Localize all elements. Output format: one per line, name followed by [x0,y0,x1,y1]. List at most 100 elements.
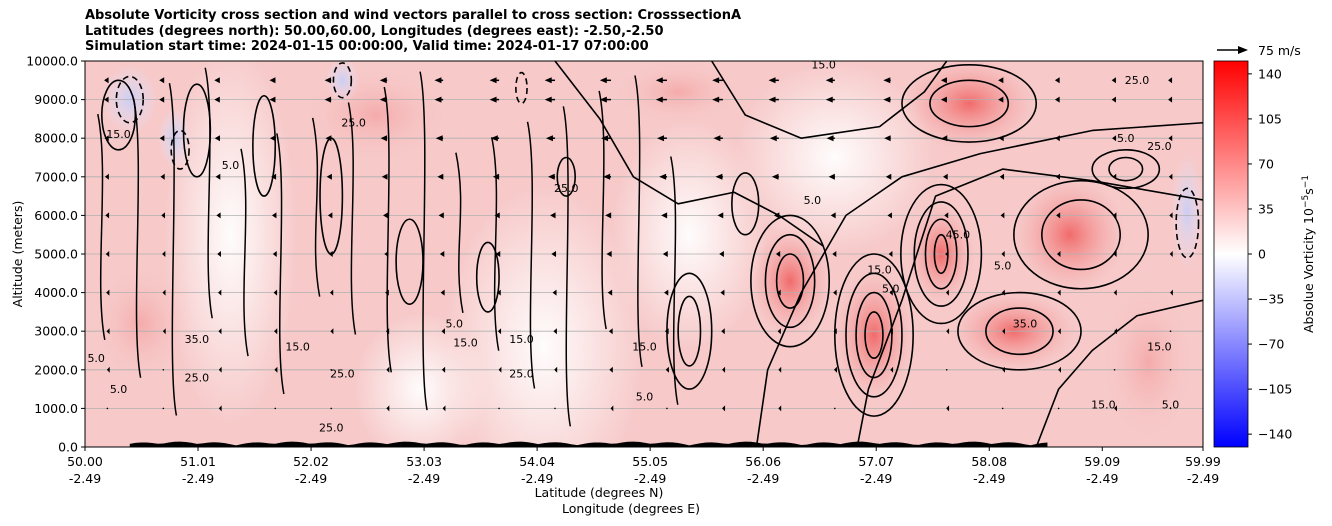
wind-vector [941,135,948,142]
wind-vector [218,289,222,296]
y-tick-label: 5000.0 [34,247,78,262]
wind-vector [1111,96,1116,103]
wind-vector [439,251,445,257]
wind-vector [435,135,444,142]
wind-vector [664,328,669,335]
wind-vector [1112,173,1117,180]
wind-vector [1001,407,1004,410]
wind-vector-head [1057,328,1061,335]
vorticity-patch [1013,176,1126,293]
wind-vector [330,407,333,410]
wind-vector-head [945,251,949,257]
wind-vector [1055,173,1060,180]
wind-vector-head [553,328,557,335]
wind-vector-head [769,135,777,142]
wind-vector-head [329,289,334,296]
contour-line [1108,156,1144,182]
wind-vector [769,135,779,142]
vorticity-field [85,61,1203,447]
wind-vector [825,77,835,84]
wind-vector-head [1056,212,1061,219]
contour-line [677,295,702,367]
wind-vector-head [544,77,552,84]
terrain [129,441,1048,447]
contour-line [332,62,353,99]
wind-vector-head [271,173,277,180]
vorticity-patch [734,61,936,254]
wind-vector [326,173,332,180]
wind-vector-head [269,77,276,84]
wind-vector [104,77,109,84]
contour-line [864,311,884,360]
wind-vector-head [545,135,553,142]
wind-vector-head [105,212,110,219]
title-line-2: Latitudes (degrees north): 50.00,60.00, … [85,23,664,39]
wind-vector-head [1002,366,1006,373]
wind-vector-head [161,212,166,219]
wind-vector [104,135,109,142]
wind-vector-head [159,96,165,103]
wind-vector [998,96,1004,103]
contour-line [276,133,285,395]
wind-vector [385,289,389,296]
wind-vector [269,96,276,103]
wind-vector [768,96,779,103]
contour-label: 15.0 [509,333,534,346]
wind-vector [607,289,613,296]
wind-vector-head [832,251,837,257]
contour-label: 5.0 [110,383,128,396]
quiver-key: 75 m/s [1217,43,1301,58]
wind-vector [1168,173,1173,180]
wind-vector-head [274,328,278,335]
contour-line [475,241,500,313]
wind-vector [214,77,220,84]
wind-vector-head [381,173,388,180]
wind-vector-head [712,96,720,103]
wind-vector [274,366,278,373]
wind-vector [1112,212,1117,219]
wind-vector [778,405,782,412]
wind-vector-head [777,289,781,296]
wind-vector-head [217,251,221,257]
contour-line [985,307,1054,356]
wind-vector [441,366,446,373]
wind-vector [832,251,837,257]
x-tick-label-lon: -2.49 [747,471,779,486]
contour-line [1175,187,1200,259]
wind-vector-head [162,251,166,257]
contour-line [764,233,816,329]
wind-vector [159,77,165,84]
wind-vector-head [1112,135,1117,142]
contour-label: 25.0 [319,422,344,435]
contour-line [115,75,144,124]
wind-vector [1168,77,1173,84]
wind-vector-head [383,212,389,219]
wind-vector-head [1057,289,1061,296]
wind-vector-head [435,135,443,142]
wind-vector [105,212,110,219]
wind-vector-head [326,173,332,180]
colorbar-tick-label: 0 [1258,247,1266,262]
colorbar-tick-label: −140 [1258,427,1292,442]
wind-vector [778,366,782,373]
terrain-profile [129,441,1048,447]
wind-vector-head [655,96,663,103]
contour-line [419,71,428,411]
wind-vector-head [216,212,221,219]
wind-vector [1056,212,1061,219]
contour-line [311,117,321,297]
wind-vector-head [274,366,278,373]
wind-vector [657,135,667,142]
wind-vector-head [888,251,893,257]
vorticity-patch [901,61,1037,150]
wind-vector-head [665,366,669,373]
vorticity-patch [163,61,298,428]
x-tick-label-lon: -2.49 [634,471,666,486]
contour-line [132,98,142,378]
wind-vector [106,407,109,410]
wind-vector-head [495,251,501,257]
wind-vector [330,328,334,335]
wind-vector [608,328,613,335]
contour-label: 5.0 [446,317,464,330]
wind-vector-head [434,77,442,84]
